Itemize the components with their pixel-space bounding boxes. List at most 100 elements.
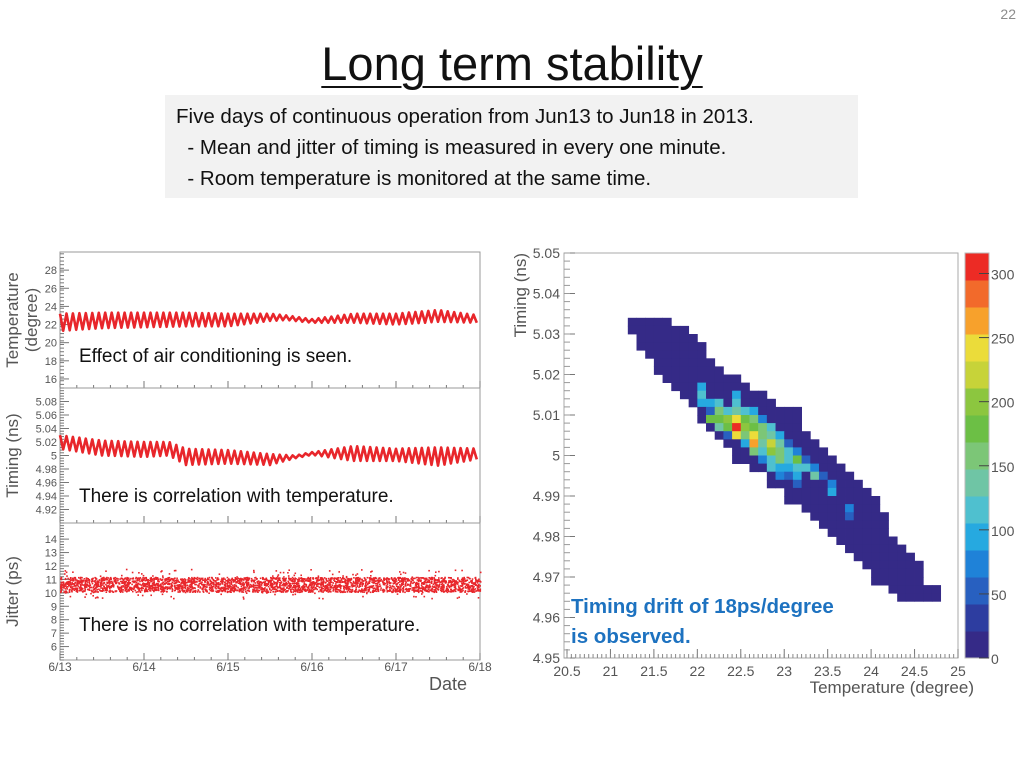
heatmap-cell: [775, 406, 785, 416]
jitter-point: [315, 581, 318, 584]
jitter-point: [413, 581, 415, 584]
jitter-point: [76, 579, 78, 581]
jitter-point: [112, 583, 114, 585]
jitter-point: [438, 578, 440, 581]
jitter-point: [320, 577, 323, 579]
heatmap-cell: [845, 520, 855, 529]
heatmap-cell: [723, 415, 733, 424]
jitter-point: [176, 577, 178, 580]
jitter-point: [108, 586, 111, 589]
heatmap-cell: [845, 512, 855, 521]
heatmap-cell: [897, 568, 907, 578]
heatmap-cell: [740, 406, 750, 416]
heatmap-cell: [697, 358, 707, 367]
jitter-point: [96, 589, 98, 591]
jitter-point: [457, 578, 459, 580]
jitter-point: [464, 580, 466, 582]
jitter-point: [103, 587, 106, 590]
jitter-point: [400, 573, 402, 576]
jitter-point: [175, 588, 178, 590]
jitter-point: [411, 589, 413, 591]
heatmap-cell: [801, 455, 811, 464]
jitter-point: [192, 591, 194, 593]
jitter-point: [173, 569, 176, 572]
jitter-point: [269, 588, 271, 591]
heatmap-cell: [801, 496, 811, 505]
jitter-point: [475, 584, 478, 586]
jitter-point: [294, 586, 297, 589]
jitter-point: [439, 581, 442, 583]
x-tick-label: 24.5: [901, 663, 928, 679]
jitter-point: [276, 589, 279, 592]
jitter-point: [255, 587, 258, 589]
jitter-point: [449, 577, 451, 579]
jitter-point: [378, 580, 380, 582]
jitter-point: [320, 581, 323, 583]
jitter-point: [153, 590, 155, 593]
jitter-point: [204, 578, 206, 581]
jitter-point: [388, 581, 391, 584]
jitter-point: [215, 577, 217, 579]
jitter-point: [72, 583, 75, 585]
jitter-point: [80, 589, 82, 592]
jitter-point: [105, 578, 108, 581]
jitter-point: [160, 587, 162, 590]
jitter-point: [451, 584, 453, 587]
jitter-point: [308, 588, 311, 591]
jitter-point: [429, 589, 431, 592]
jitter-point: [131, 583, 133, 586]
jitter-point: [275, 588, 278, 591]
jitter-point: [416, 583, 418, 585]
jitter-point: [402, 571, 405, 574]
y-tick-label: 5.08: [36, 397, 57, 409]
heatmap-cell: [732, 439, 742, 448]
jitter-point: [238, 590, 241, 593]
heatmap-cell: [897, 593, 907, 602]
jitter-point: [148, 579, 151, 582]
jitter-point: [355, 577, 358, 579]
jitter-point: [394, 581, 396, 584]
jitter-point: [354, 578, 357, 580]
description-line: Five days of continuous operation from J…: [176, 105, 754, 128]
jitter-point: [147, 588, 150, 590]
jitter-point: [107, 577, 110, 579]
jitter-point: [88, 578, 91, 581]
jitter-point: [368, 586, 371, 588]
jitter-point: [291, 588, 293, 590]
jitter-point: [298, 585, 301, 587]
jitter-point: [377, 588, 380, 591]
jitter-point: [159, 585, 161, 587]
jitter-point: [425, 585, 427, 588]
jitter-point: [449, 585, 452, 588]
jitter-point: [227, 586, 230, 588]
heatmap-cell: [905, 560, 915, 570]
jitter-point: [183, 590, 186, 593]
jitter-point: [462, 581, 465, 584]
jitter-point: [108, 590, 110, 593]
jitter-point: [459, 585, 462, 587]
jitter-point: [282, 587, 284, 590]
heatmap-cell: [740, 398, 750, 408]
jitter-point: [347, 580, 349, 583]
jitter-point: [417, 587, 420, 589]
y-axis-label: Timing (ns): [3, 413, 22, 497]
jitter-point: [275, 590, 277, 593]
jitter-point: [372, 579, 375, 582]
jitter-point: [470, 590, 473, 592]
jitter-point: [454, 590, 457, 593]
jitter-point: [165, 579, 168, 581]
jitter-point: [306, 578, 308, 580]
jitter-point: [112, 584, 114, 586]
jitter-point: [247, 579, 250, 582]
jitter-point: [232, 584, 234, 586]
jitter-point: [96, 584, 98, 587]
jitter-point: [306, 588, 309, 591]
jitter-point: [300, 580, 303, 582]
heatmap-cell: [775, 415, 785, 424]
jitter-point: [181, 589, 183, 592]
jitter-point: [139, 577, 142, 579]
heatmap-cell: [792, 463, 802, 473]
heatmap-cell: [853, 487, 863, 497]
jitter-point: [230, 583, 232, 586]
heatmap-cell: [879, 552, 889, 562]
